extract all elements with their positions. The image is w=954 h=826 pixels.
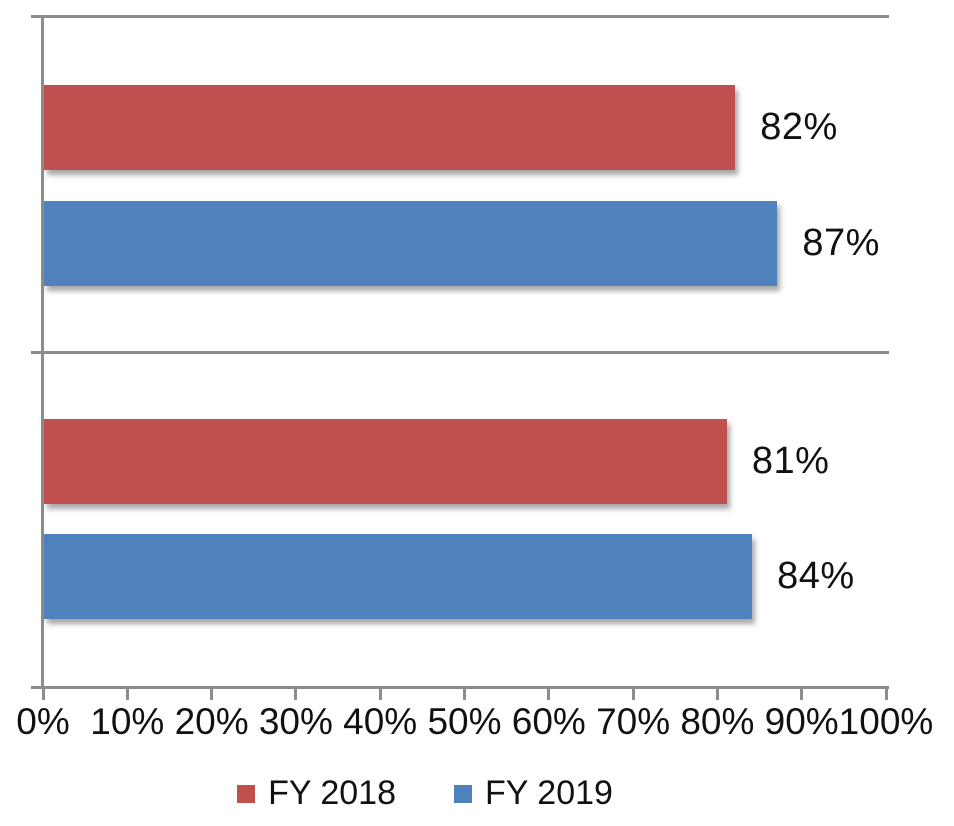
legend-swatch-fy2019-icon	[454, 784, 472, 803]
x-tick-mark	[715, 687, 719, 700]
x-tick-label: 100%	[838, 701, 934, 742]
bar-group1-fy2018	[44, 85, 736, 170]
gridline-top	[31, 15, 889, 18]
x-axis-ticks: 0% 10% 20% 30% 40% 50% 60% 70% 80% 90% 100%	[16, 687, 933, 757]
x-tick-label: 0%	[16, 701, 70, 742]
bar-group2-fy2019	[44, 534, 753, 619]
x-axis-line	[31, 686, 889, 689]
value-label-group2-fy2019: 84%	[777, 555, 855, 597]
bar-row-group2-fy2019: 84%	[44, 534, 887, 619]
gridline-category-separator	[31, 351, 889, 354]
x-tick-label: 20%	[174, 701, 249, 742]
legend: FY 2018 FY 2019	[0, 774, 850, 813]
bar-group1-fy2019	[44, 201, 778, 286]
legend-label-fy2018: FY 2018	[268, 774, 396, 812]
legend-item-fy2019: FY 2019	[454, 774, 613, 813]
legend-item-fy2018: FY 2018	[237, 774, 396, 813]
x-tick-label: 50%	[427, 701, 502, 742]
x-tick-mark	[378, 687, 382, 700]
x-tick-label: 70%	[596, 701, 671, 742]
bar-row-group1-fy2019: 87%	[44, 201, 887, 286]
bar-row-group2-fy2018: 81%	[44, 419, 887, 504]
y-axis-line	[41, 15, 44, 689]
x-tick-label: 90%	[764, 701, 839, 742]
x-tick-mark	[125, 687, 129, 700]
x-tick-mark	[800, 687, 804, 700]
x-tick-label: 40%	[343, 701, 418, 742]
value-label-group2-fy2018: 81%	[751, 440, 830, 482]
x-tick-mark	[41, 687, 45, 700]
bar-row-group1-fy2018: 82%	[44, 85, 887, 170]
plot-area: 82% 87% 81% 84%	[44, 0, 887, 686]
x-tick-label: 80%	[680, 701, 755, 742]
x-tick-label: 10%	[90, 701, 165, 742]
x-tick-label: 30%	[258, 701, 333, 742]
x-tick-mark	[463, 687, 466, 700]
bar-group2-fy2018	[44, 419, 727, 504]
x-tick-mark	[884, 687, 888, 700]
legend-label-fy2019: FY 2019	[485, 774, 613, 812]
value-label-group1-fy2018: 82%	[760, 106, 838, 148]
x-tick-mark	[547, 687, 551, 700]
x-tick-mark	[294, 687, 298, 700]
x-tick-mark	[210, 687, 214, 700]
x-tick-mark	[631, 687, 635, 700]
value-label-group1-fy2019: 87%	[802, 222, 880, 264]
x-tick-label: 60%	[511, 701, 586, 742]
legend-swatch-fy2018-icon	[237, 784, 256, 803]
